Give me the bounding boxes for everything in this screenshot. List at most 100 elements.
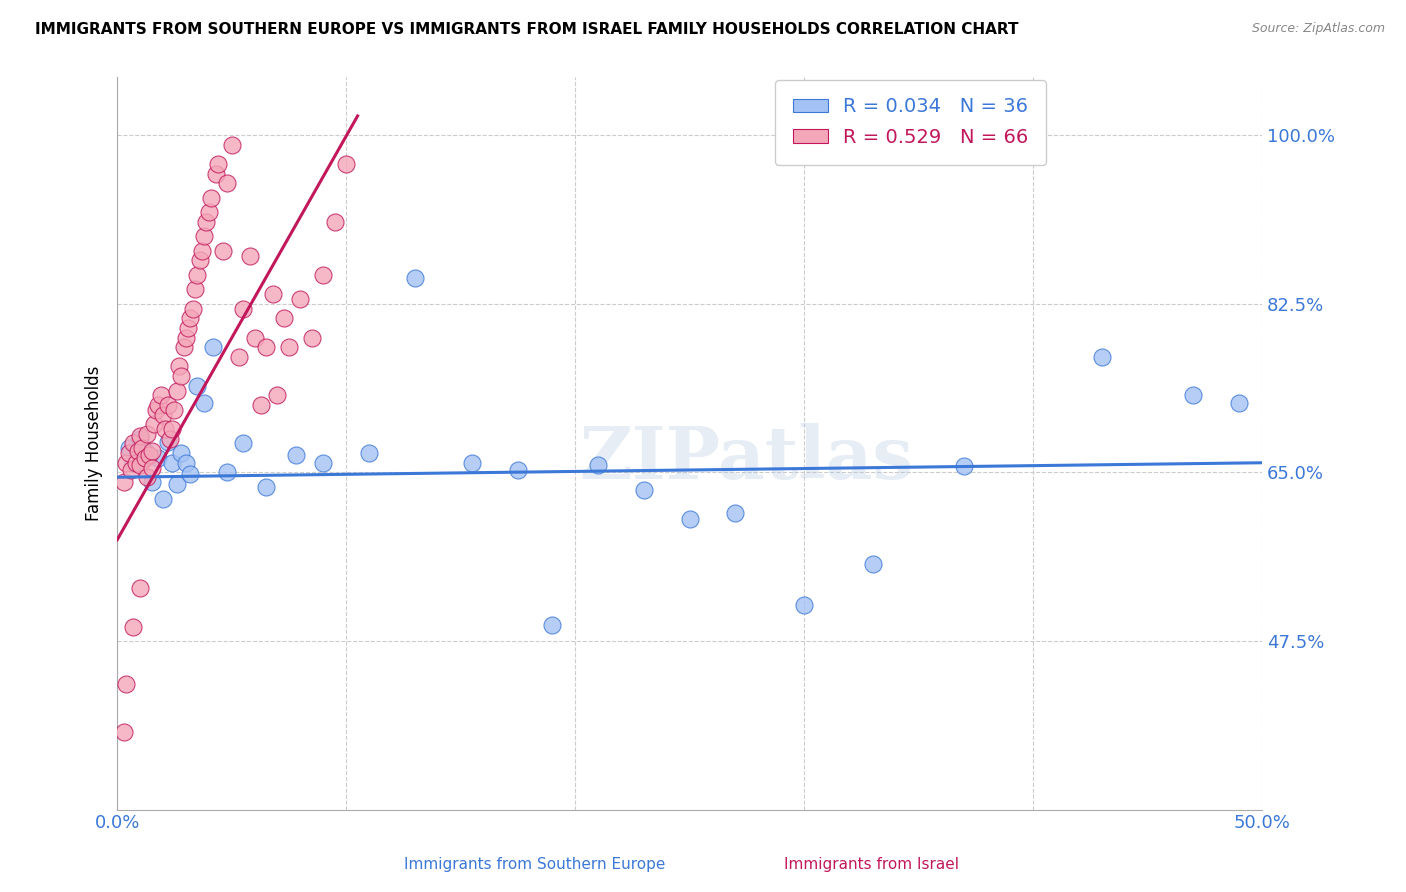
Point <box>115 677 138 691</box>
Point <box>122 456 145 470</box>
Point <box>129 429 152 443</box>
Point <box>254 480 277 494</box>
Point <box>323 215 346 229</box>
Point <box>148 450 170 465</box>
Point <box>541 617 564 632</box>
Point <box>228 350 250 364</box>
Point <box>134 444 156 458</box>
Point <box>149 388 172 402</box>
Point <box>254 340 277 354</box>
Point <box>633 483 655 497</box>
Point <box>250 398 273 412</box>
Point <box>174 456 197 470</box>
Point <box>197 205 219 219</box>
Point <box>159 432 181 446</box>
Y-axis label: Family Households: Family Households <box>86 366 103 521</box>
Point <box>155 422 177 436</box>
Point <box>141 460 163 475</box>
Point <box>506 463 529 477</box>
Point <box>138 448 160 462</box>
Point <box>115 456 138 470</box>
Point <box>243 330 266 344</box>
Point <box>160 422 183 436</box>
Point <box>266 388 288 402</box>
Point <box>156 434 179 449</box>
Point <box>312 456 335 470</box>
Point <box>174 330 197 344</box>
Point <box>142 417 165 432</box>
Point <box>678 511 700 525</box>
Point <box>124 456 146 470</box>
Point <box>273 311 295 326</box>
Point <box>217 466 239 480</box>
Point <box>586 458 609 472</box>
Point <box>284 448 307 462</box>
Point <box>170 446 193 460</box>
Point <box>232 301 254 316</box>
Point <box>170 369 193 384</box>
Point <box>112 725 135 739</box>
Point <box>117 446 139 460</box>
Point <box>179 467 201 482</box>
Point <box>357 446 380 460</box>
Point <box>177 321 200 335</box>
Point <box>862 557 884 571</box>
Point <box>156 398 179 412</box>
Point <box>202 340 225 354</box>
Point <box>232 436 254 450</box>
Text: Source: ZipAtlas.com: Source: ZipAtlas.com <box>1251 22 1385 36</box>
Point <box>404 270 426 285</box>
Point <box>181 301 204 316</box>
Point <box>200 191 222 205</box>
Text: Immigrants from Southern Europe: Immigrants from Southern Europe <box>404 857 665 872</box>
Point <box>117 442 139 456</box>
Point <box>129 432 152 446</box>
Point <box>134 450 156 465</box>
Point <box>335 157 357 171</box>
Point <box>129 581 152 595</box>
Point <box>120 463 142 477</box>
Point <box>301 330 323 344</box>
Point <box>204 167 226 181</box>
Text: Immigrants from Israel: Immigrants from Israel <box>785 857 959 872</box>
Point <box>188 253 211 268</box>
Point <box>173 340 195 354</box>
Point <box>312 268 335 282</box>
Point <box>129 458 152 472</box>
Point <box>131 442 153 456</box>
Text: IMMIGRANTS FROM SOUTHERN EUROPE VS IMMIGRANTS FROM ISRAEL FAMILY HOUSEHOLDS CORR: IMMIGRANTS FROM SOUTHERN EUROPE VS IMMIG… <box>35 22 1019 37</box>
Point <box>461 456 484 470</box>
Point <box>166 384 188 398</box>
Point <box>1091 350 1114 364</box>
Point <box>152 408 174 422</box>
Point <box>793 599 815 613</box>
Point <box>239 249 262 263</box>
Point <box>290 292 312 306</box>
Point <box>207 157 229 171</box>
Point <box>141 475 163 489</box>
Point <box>145 402 167 417</box>
Point <box>262 287 284 301</box>
Point <box>221 137 243 152</box>
Point <box>122 436 145 450</box>
Point <box>141 444 163 458</box>
Point <box>152 492 174 507</box>
Point <box>122 619 145 633</box>
Point <box>148 398 170 412</box>
Point <box>186 268 208 282</box>
Point <box>167 359 190 374</box>
Point <box>1182 388 1205 402</box>
Point <box>160 456 183 470</box>
Legend: R = 0.034   N = 36, R = 0.529   N = 66: R = 0.034 N = 36, R = 0.529 N = 66 <box>775 80 1046 164</box>
Point <box>136 426 159 441</box>
Point <box>186 378 208 392</box>
Point <box>136 470 159 484</box>
Point <box>191 244 214 258</box>
Point <box>112 475 135 489</box>
Point <box>1227 396 1250 410</box>
Point <box>953 458 976 473</box>
Point <box>184 282 207 296</box>
Point <box>217 177 239 191</box>
Point <box>724 506 747 520</box>
Point <box>163 402 186 417</box>
